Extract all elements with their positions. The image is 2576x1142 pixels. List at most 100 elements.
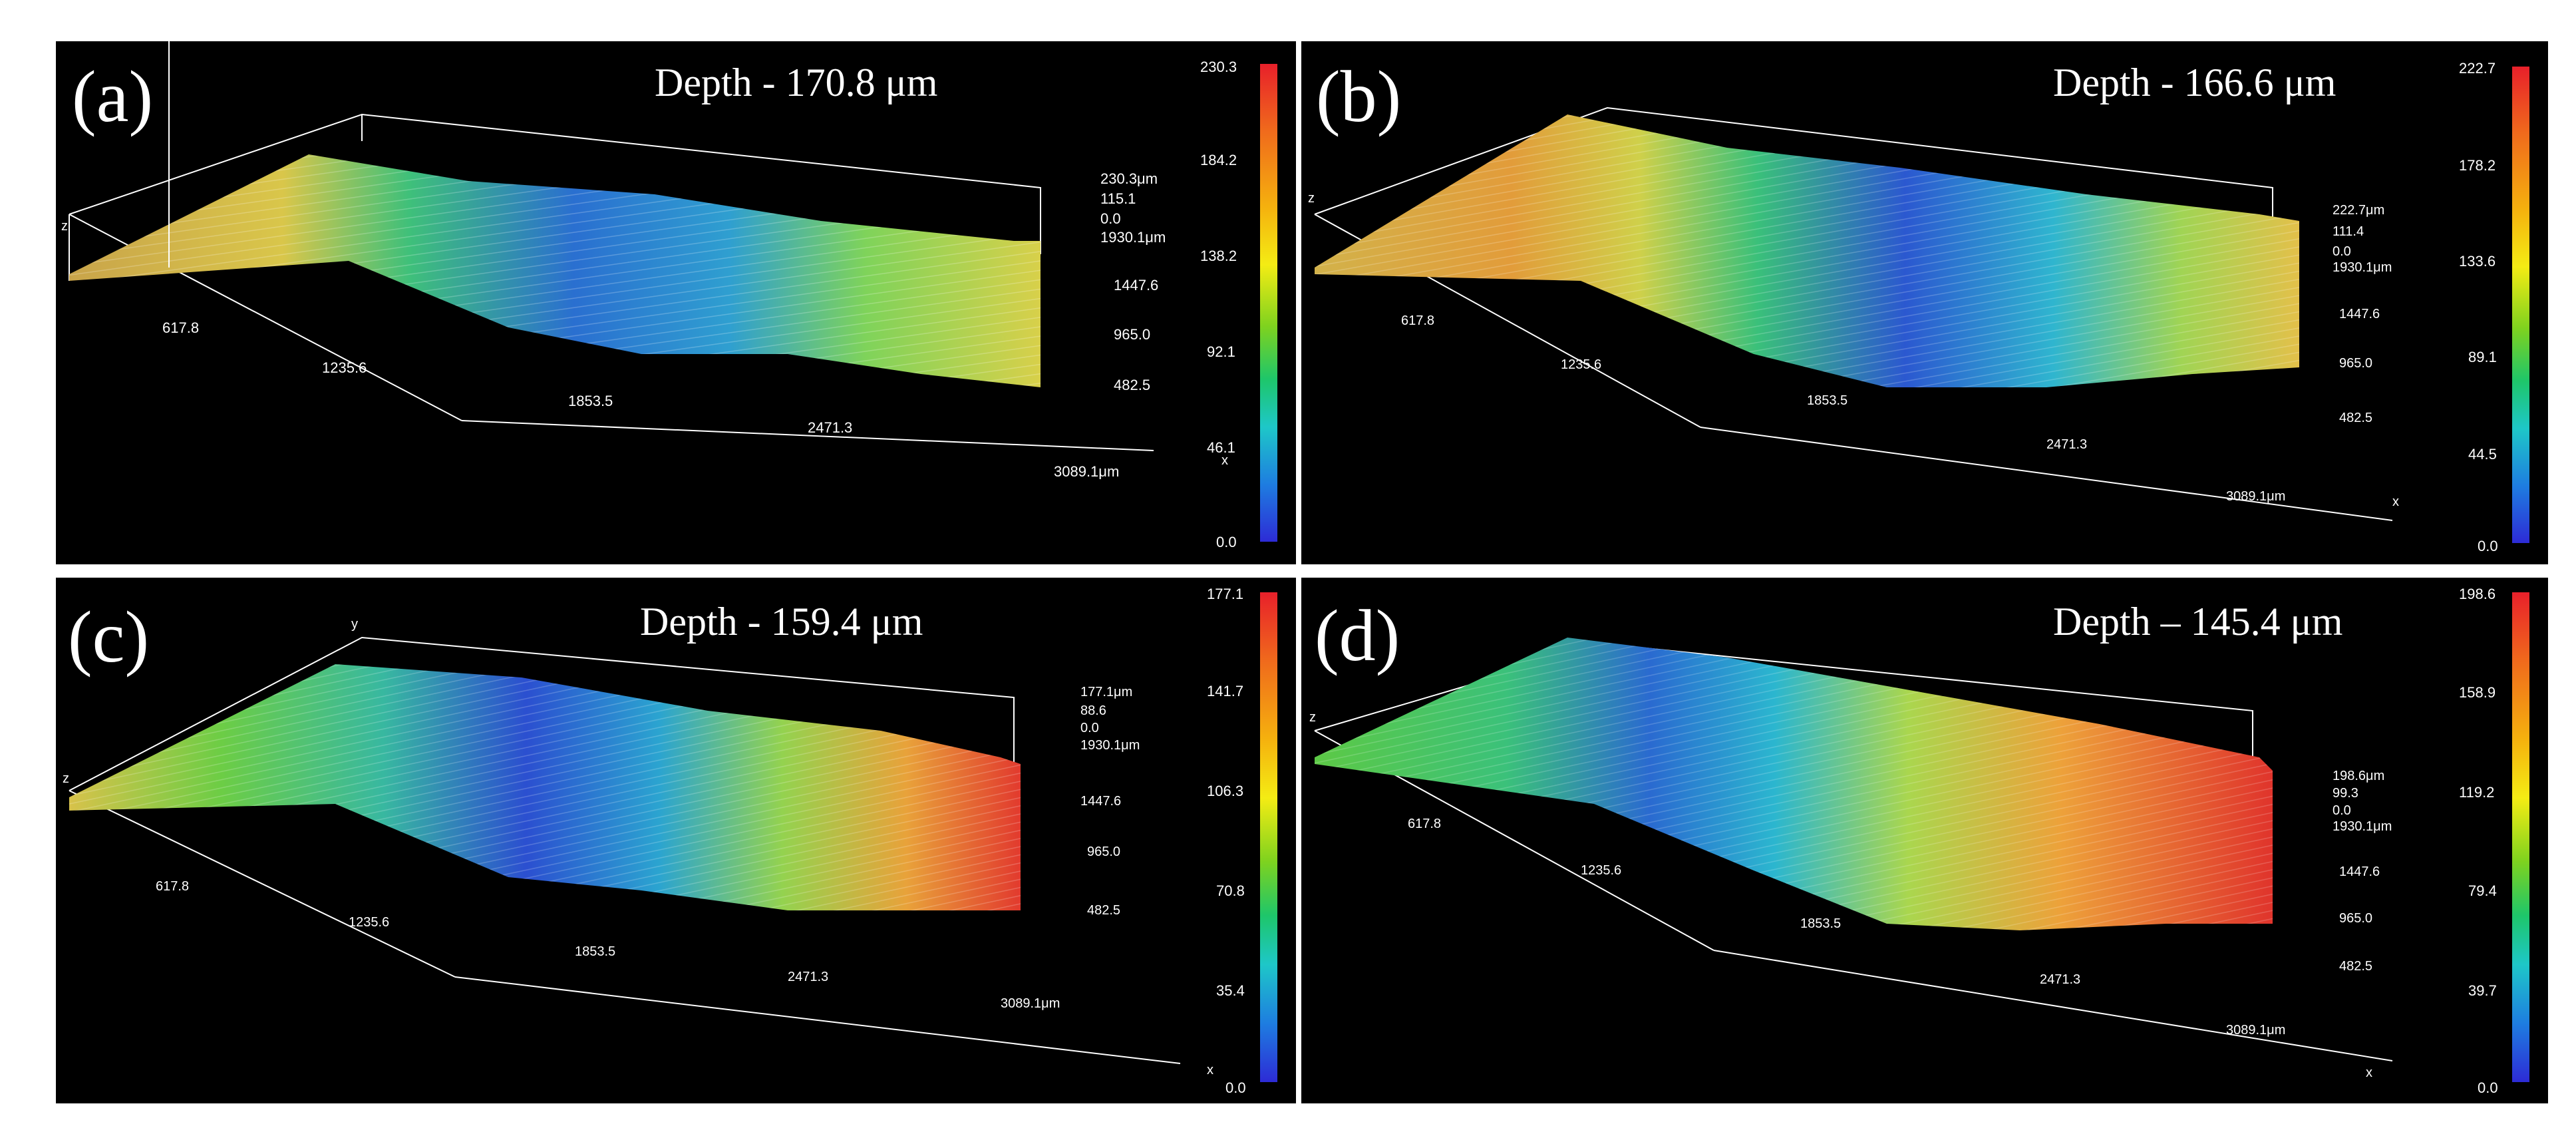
- y-tick-d-1: 1930.1μm: [2333, 819, 2392, 834]
- z-tick-a-3: 0.0: [1100, 210, 1121, 227]
- colorbar-tick-d-6: 0.0: [2478, 1079, 2498, 1096]
- z-tick-d-2: 99.3: [2333, 786, 2358, 801]
- y-tick-a-4: 482.5: [1114, 377, 1151, 393]
- surface-plot-a: [69, 41, 1154, 451]
- z-axis-label-d: z: [1309, 710, 1316, 725]
- y-tick-c-2: 1447.6: [1080, 794, 1122, 809]
- y-tick-a-1: 1930.1μm: [1100, 229, 1166, 246]
- colorbar-tick-c-4: 70.8: [1216, 882, 1245, 899]
- y-tick-a-3: 965.0: [1114, 326, 1151, 343]
- x-tick-c-2: 1235.6: [349, 915, 390, 930]
- x-tick-b-2: 1235.6: [1561, 357, 1602, 372]
- z-tick-d-3: 0.0: [2333, 803, 2351, 818]
- z-tick-b-2: 111.4: [2333, 224, 2364, 239]
- y-tick-c-1: 1930.1μm: [1080, 738, 1140, 753]
- panel-c: (c) Depth - 159.4 μm 617.8 1235.6 1853.5…: [56, 578, 1296, 1103]
- axis-box-c: [69, 636, 1181, 1064]
- z-tick-a-2: 115.1: [1100, 190, 1136, 207]
- z-tick-a-1: 230.3μm: [1100, 170, 1158, 187]
- colorbar-tick-a-3: 138.2: [1200, 248, 1237, 264]
- z-axis-label-c: z: [63, 771, 69, 786]
- z-tick-b-3: 0.0: [2333, 244, 2351, 259]
- z-tick-d-1: 198.6μm: [2333, 769, 2385, 783]
- colorbar-tick-b-1: 222.7: [2459, 60, 2496, 77]
- x-tick-a-2: 1235.6: [322, 359, 367, 376]
- surface-plot-d: [1314, 638, 2393, 1061]
- x-tick-b-4: 2471.3: [2046, 437, 2088, 452]
- z-tick-c-2: 88.6: [1080, 703, 1106, 718]
- y-tick-a-2: 1447.6: [1114, 277, 1159, 293]
- y-tick-b-3: 965.0: [2339, 356, 2373, 371]
- colorbar-tick-b-3: 133.6: [2459, 253, 2496, 270]
- x-tick-a-5: 3089.1μm: [1054, 463, 1120, 480]
- x-tick-c-1: 617.8: [156, 879, 190, 894]
- panel-label-d: (d): [1315, 595, 1400, 676]
- depth-title-b: Depth - 166.6 μm: [2053, 61, 2336, 104]
- colorbar-b: [2512, 67, 2529, 543]
- x-tick-d-2: 1235.6: [1581, 863, 1622, 878]
- depth-title-c: Depth - 159.4 μm: [640, 600, 923, 644]
- y-tick-d-4: 482.5: [2339, 959, 2373, 974]
- x-tick-c-5: 3089.1μm: [1001, 996, 1060, 1011]
- z-axis-label-a: z: [61, 219, 68, 234]
- x-tick-a-4: 2471.3: [808, 419, 853, 436]
- x-tick-b-3: 1853.5: [1807, 393, 1848, 408]
- x-axis-label-b: x: [2392, 494, 2399, 509]
- y-tick-b-1: 1930.1μm: [2333, 260, 2392, 275]
- colorbar-tick-a-1: 230.3: [1200, 59, 1237, 75]
- panel-d: (d) Depth – 145.4 μm 617.8 1235.6 1853.5…: [1301, 578, 2548, 1103]
- x-axis-label-a: x: [1221, 453, 1228, 468]
- colorbar-tick-a-4: 92.1: [1207, 343, 1235, 360]
- colorbar-tick-c-2: 141.7: [1207, 683, 1244, 699]
- z-tick-b-1: 222.7μm: [2333, 203, 2385, 218]
- colorbar-tick-c-6: 0.0: [1225, 1079, 1246, 1096]
- surface-plot-b: [1314, 106, 2393, 521]
- panel-label-c: (c): [68, 596, 150, 677]
- colorbar-tick-d-5: 39.7: [2468, 982, 2497, 999]
- x-tick-d-3: 1853.5: [1800, 916, 1842, 931]
- colorbar-tick-b-6: 0.0: [2478, 538, 2498, 554]
- surface-plot-c: [69, 636, 1181, 1064]
- colorbar-tick-d-1: 198.6: [2459, 586, 2496, 602]
- x-tick-b-1: 617.8: [1401, 313, 1435, 328]
- colorbar-tick-d-2: 158.9: [2459, 684, 2496, 701]
- x-tick-a-1: 617.8: [162, 319, 200, 336]
- y-tick-c-3: 965.0: [1087, 845, 1121, 859]
- depth-title-a: Depth - 170.8 μm: [655, 61, 938, 104]
- y-tick-d-3: 965.0: [2339, 911, 2373, 926]
- colorbar-tick-a-2: 184.2: [1200, 152, 1237, 168]
- x-tick-d-5: 3089.1μm: [2226, 1023, 2286, 1038]
- y-tick-b-2: 1447.6: [2339, 307, 2380, 321]
- panel-b: (b) Depth - 166.6 μm 617.8 1235.6 1853.5…: [1301, 41, 2548, 564]
- panel-a: (a) Depth - 170.8 μm 617.8 1235.6 1853.5…: [56, 41, 1296, 564]
- colorbar-d: [2512, 592, 2529, 1082]
- y-tick-c-4: 482.5: [1087, 903, 1121, 918]
- colorbar-tick-a-5: 46.1: [1207, 439, 1235, 456]
- colorbar-tick-c-3: 106.3: [1207, 783, 1244, 799]
- z-tick-c-1: 177.1μm: [1080, 685, 1133, 699]
- colorbar-tick-b-2: 178.2: [2459, 157, 2496, 174]
- x-tick-c-3: 1853.5: [575, 944, 616, 959]
- colorbar-a: [1260, 64, 1277, 542]
- colorbar-tick-b-4: 89.1: [2468, 349, 2497, 365]
- y-tick-d-2: 1447.6: [2339, 864, 2380, 879]
- z-tick-c-3: 0.0: [1080, 721, 1099, 735]
- colorbar-tick-b-5: 44.5: [2468, 446, 2497, 463]
- colorbar-c: [1260, 592, 1277, 1082]
- y-tick-b-4: 482.5: [2339, 411, 2373, 425]
- colorbar-tick-d-3: 119.2: [2459, 784, 2495, 801]
- x-tick-b-5: 3089.1μm: [2226, 489, 2286, 504]
- x-tick-d-4: 2471.3: [2040, 972, 2081, 987]
- colorbar-tick-d-4: 79.4: [2468, 882, 2497, 899]
- z-axis-label-b: z: [1308, 191, 1315, 206]
- x-tick-c-4: 2471.3: [788, 970, 829, 984]
- x-tick-a-3: 1853.5: [568, 393, 613, 409]
- colorbar-tick-c-5: 35.4: [1216, 982, 1245, 999]
- panel-label-b: (b): [1316, 56, 1402, 137]
- colorbar-tick-c-1: 177.1: [1207, 586, 1244, 602]
- x-tick-d-1: 617.8: [1408, 817, 1442, 831]
- x-axis-label-c: x: [1207, 1063, 1213, 1077]
- x-axis-label-d: x: [2366, 1065, 2372, 1080]
- depth-title-d: Depth – 145.4 μm: [2053, 600, 2343, 644]
- colorbar-tick-a-6: 0.0: [1216, 534, 1237, 550]
